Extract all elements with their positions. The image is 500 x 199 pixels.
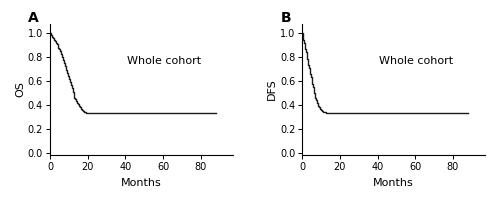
Text: A: A	[28, 11, 39, 25]
Y-axis label: OS: OS	[15, 82, 25, 98]
Y-axis label: DFS: DFS	[267, 79, 277, 100]
Text: Whole cohort: Whole cohort	[127, 56, 201, 66]
X-axis label: Months: Months	[121, 178, 162, 188]
Text: B: B	[280, 11, 291, 25]
X-axis label: Months: Months	[373, 178, 414, 188]
Text: Whole cohort: Whole cohort	[379, 56, 453, 66]
